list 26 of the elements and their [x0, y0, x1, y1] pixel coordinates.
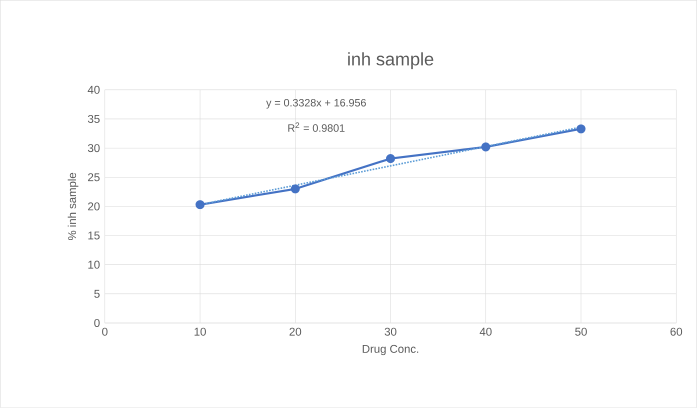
- x-axis-title: Drug Conc.: [362, 344, 418, 356]
- point: [576, 124, 586, 134]
- x-tick-label: 20: [290, 328, 302, 336]
- x-tick-label: 10: [194, 328, 206, 336]
- x-tick-label: 50: [575, 328, 587, 336]
- y-tick-label: 20: [88, 202, 100, 211]
- point: [196, 200, 205, 210]
- y-tick-label: 30: [88, 144, 100, 152]
- x-tick-label: 30: [384, 328, 396, 336]
- point: [290, 184, 300, 194]
- y-tick-label: 40: [88, 86, 100, 94]
- point: [481, 142, 490, 152]
- chart-title: inh sample: [348, 52, 434, 70]
- y-tick-label: 10: [88, 260, 100, 269]
- annotation: R$^{2}$ = 0.9801: [288, 122, 345, 132]
- y-tick-label: 35: [88, 115, 100, 124]
- y-tick-label: 25: [88, 173, 100, 182]
- y-tick-label: 15: [88, 232, 100, 240]
- y-tick-label: 5: [94, 290, 100, 298]
- point: [386, 154, 396, 164]
- y-tick-label: 0: [94, 319, 100, 328]
- x-tick-label: 60: [670, 328, 682, 336]
- y-axis-title: % inh sample: [68, 172, 78, 240]
- x-tick-label: 0: [102, 328, 108, 336]
- x-tick-label: 40: [480, 328, 492, 336]
- annotation: y = 0.3328x + 16.956: [266, 99, 366, 109]
